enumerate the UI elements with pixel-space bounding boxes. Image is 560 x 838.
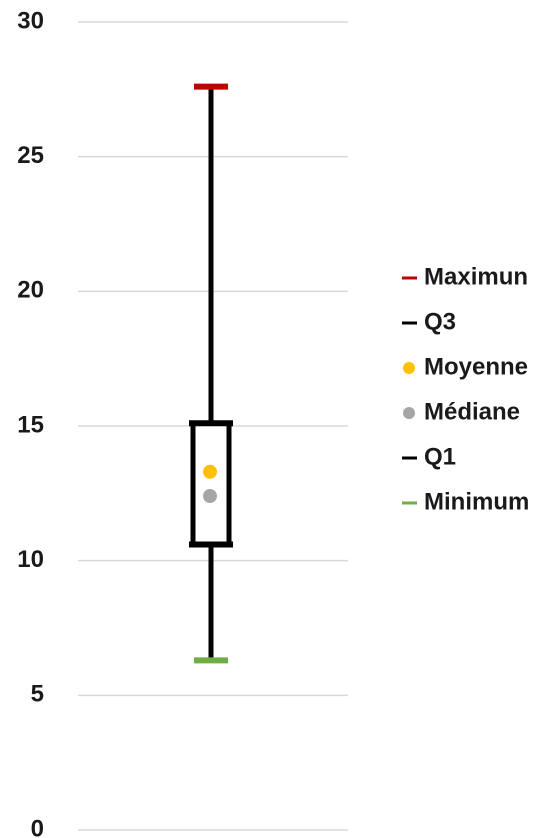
legend-label-maximum: Maximun bbox=[424, 263, 528, 290]
legend-label-q3: Q3 bbox=[424, 308, 456, 335]
plot-area bbox=[189, 83, 233, 664]
iqr-box bbox=[190, 420, 232, 548]
legend-label-mean: Moyenne bbox=[424, 353, 528, 380]
y-tick-label-20: 20 bbox=[17, 277, 44, 304]
y-axis: 0 5 10 15 20 25 30 bbox=[17, 7, 44, 838]
mean-point bbox=[203, 464, 217, 479]
y-tick-label-30: 30 bbox=[17, 7, 44, 34]
y-tick-label-0: 0 bbox=[31, 815, 44, 838]
legend-label-minimum: Minimum bbox=[424, 488, 529, 515]
legend-label-q1: Q1 bbox=[424, 443, 456, 470]
median-point bbox=[203, 489, 217, 504]
y-tick-label-15: 15 bbox=[17, 411, 44, 438]
legend-marker-median bbox=[403, 407, 415, 419]
y-tick-label-25: 25 bbox=[17, 142, 44, 169]
legend: Maximun Q3 Moyenne Médiane Q1 Minimum bbox=[402, 263, 529, 515]
legend-marker-mean bbox=[403, 362, 415, 374]
legend-label-median: Médiane bbox=[424, 398, 520, 425]
y-tick-label-10: 10 bbox=[17, 546, 44, 573]
y-tick-label-5: 5 bbox=[31, 681, 44, 708]
